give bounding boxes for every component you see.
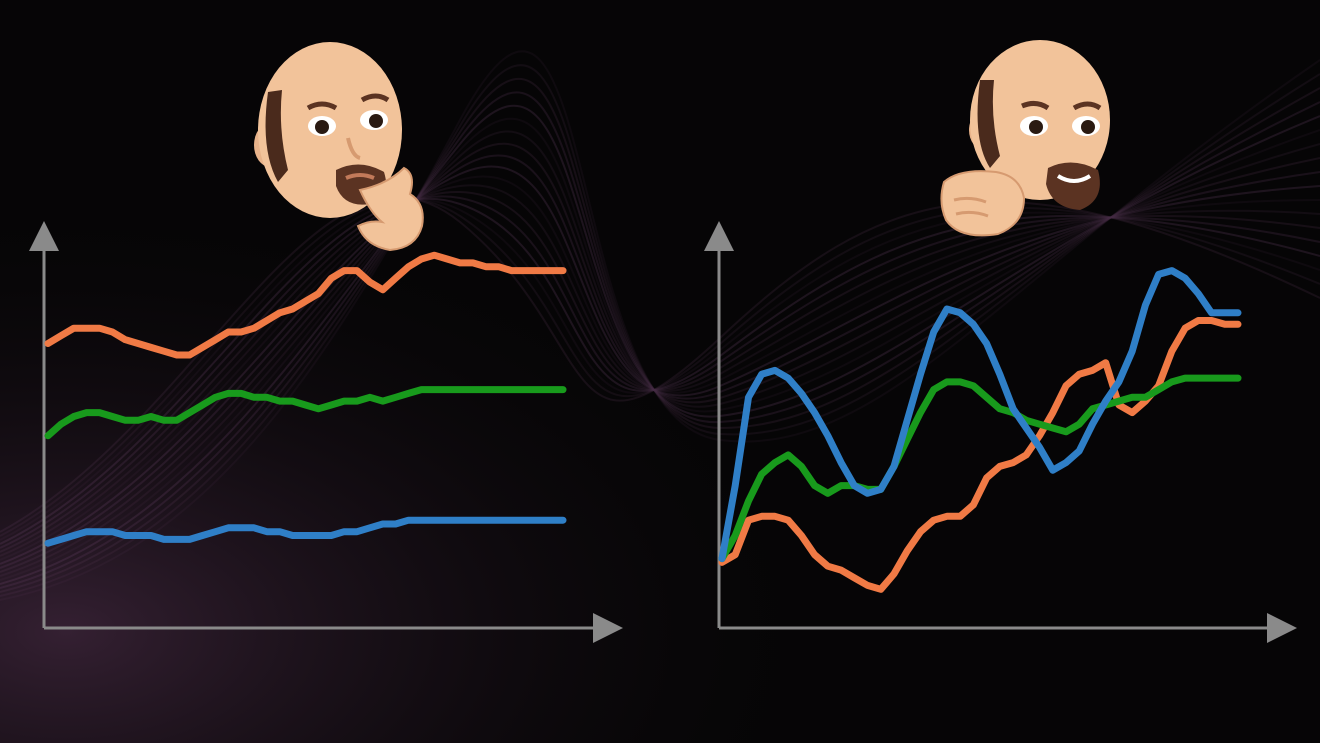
left-chart-series-line-1 <box>44 251 567 359</box>
background-wave-line <box>0 154 1320 569</box>
background-wave-line <box>0 175 1320 561</box>
background-waves <box>0 50 1320 601</box>
background-wave-line <box>0 91 1320 589</box>
left-chart <box>29 221 623 643</box>
background-wave-line <box>0 64 1320 597</box>
background-wave-line <box>0 142 1320 573</box>
background-wave-line <box>0 184 1320 557</box>
right-chart-series-line-2 <box>718 374 1242 563</box>
background-wave-line <box>0 50 1320 601</box>
right-chart-series <box>718 267 1242 593</box>
background-wave-line <box>0 165 1320 565</box>
pointing-face-avatar-icon <box>940 40 1110 237</box>
right-chart <box>704 221 1297 643</box>
background-wave-line <box>0 190 1320 553</box>
background-wave-line <box>0 130 1320 577</box>
thinking-face-avatar-icon <box>254 42 424 252</box>
background-wave-line <box>0 78 1320 593</box>
background-wave-line <box>0 117 1320 581</box>
right-chart-series-line-3 <box>718 267 1242 563</box>
left-chart-series-line-3 <box>44 516 567 547</box>
left-chart-series-line-2 <box>44 386 567 440</box>
left-chart-series <box>44 251 567 547</box>
